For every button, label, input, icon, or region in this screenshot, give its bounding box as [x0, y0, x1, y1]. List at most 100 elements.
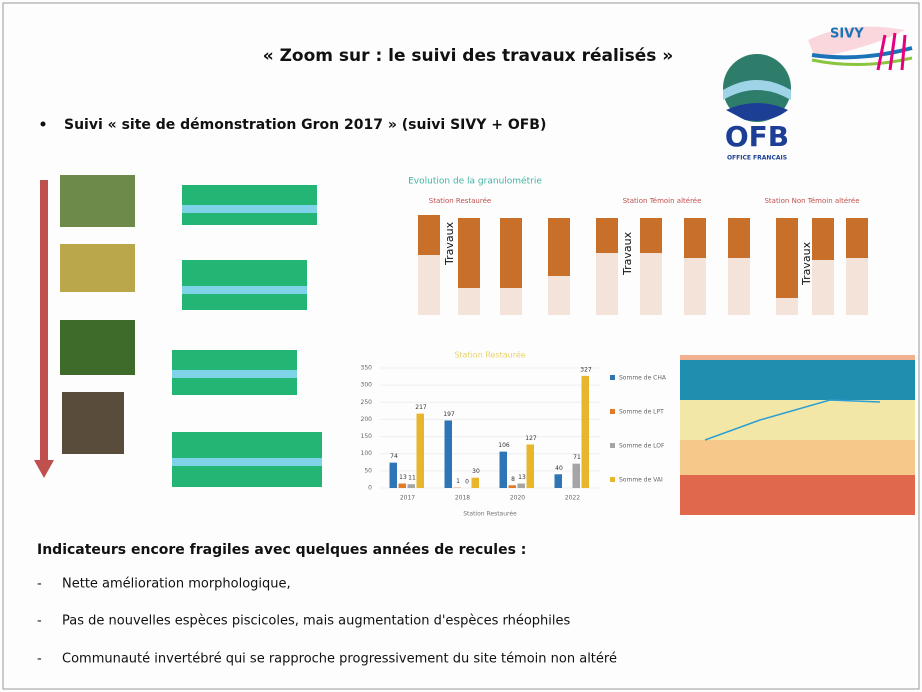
- bar: [572, 463, 580, 488]
- heatmap-group: [172, 185, 322, 487]
- bar: [499, 451, 507, 488]
- granulo-bar: [548, 218, 570, 276]
- title: « Zoom sur : le suivi des travaux réalis…: [263, 46, 674, 66]
- y-tick-label: 300: [361, 382, 373, 389]
- granulometry-title: Evolution de la granulométrie: [408, 176, 542, 187]
- granulo-bar: [812, 218, 834, 260]
- y-tick-label: 150: [361, 433, 373, 440]
- granulo-bar: [728, 218, 750, 258]
- data-label: 106: [498, 442, 510, 449]
- chart-title: Station Restaurée: [454, 350, 525, 360]
- heatmap-band: [182, 205, 317, 213]
- granulo-bar: [684, 258, 706, 315]
- cross-section-layer: [680, 360, 915, 400]
- sivy-swoosh: [811, 56, 913, 67]
- cross-section-line: [704, 399, 881, 441]
- x-tick-label: 2022: [565, 495, 580, 502]
- bar: [444, 420, 452, 488]
- works-marker: Travaux: [800, 241, 813, 286]
- data-label: 197: [443, 411, 455, 418]
- conclusion-heading: Indicateurs encore fragiles avec quelque…: [37, 542, 526, 558]
- legend-swatch: [610, 375, 615, 380]
- sivy-swoosh: [811, 46, 913, 60]
- granulo-bar: [596, 253, 618, 315]
- conclusion-item: Pas de nouvelles espèces piscicoles, mai…: [62, 614, 570, 629]
- x-axis-label: Station Restaurée: [463, 511, 517, 518]
- photo: [62, 392, 124, 454]
- conclusion-item: Nette amélioration morphologique,: [62, 577, 291, 592]
- bar: [471, 477, 479, 488]
- granulo-bar: [640, 218, 662, 253]
- granulo-bar: [776, 298, 798, 315]
- granulo-bar: [728, 258, 750, 315]
- legend-label: Somme de CHA: [619, 375, 667, 382]
- bar: [526, 444, 534, 488]
- granulo-bar: [500, 288, 522, 315]
- data-label: 40: [555, 465, 563, 472]
- y-tick-label: 200: [361, 416, 373, 423]
- works-marker: Travaux: [621, 231, 634, 276]
- data-label: 127: [525, 435, 537, 442]
- dash: -: [37, 577, 42, 592]
- bar: [407, 484, 415, 488]
- data-label: 74: [390, 453, 398, 460]
- ofb-wave: [726, 103, 788, 121]
- data-label: 30: [472, 468, 480, 475]
- data-label: 1: [456, 478, 460, 485]
- station-label: Station Non Témoin altérée: [764, 197, 859, 205]
- legend-label: Somme de LOF: [619, 443, 665, 450]
- granulo-bar: [812, 260, 834, 315]
- bar: [517, 483, 525, 488]
- heatmap-band: [172, 458, 322, 466]
- bar: [554, 474, 562, 488]
- x-tick-label: 2020: [510, 495, 525, 502]
- works-marker: Travaux: [443, 221, 456, 266]
- station-label: Station Restaurée: [429, 197, 491, 205]
- ofb-wave: [723, 80, 791, 100]
- photo: [60, 244, 135, 292]
- y-tick-label: 250: [361, 399, 373, 406]
- granulo-bar: [458, 218, 480, 288]
- granulo-bar: [846, 258, 868, 315]
- x-tick-label: 2017: [400, 495, 415, 502]
- timeline: [40, 180, 48, 460]
- bar: [416, 413, 424, 488]
- cross-section-layer: [680, 400, 915, 440]
- legend-swatch: [610, 477, 615, 482]
- data-label: 8: [511, 476, 515, 483]
- heatmap-band: [172, 370, 297, 378]
- bar: [581, 375, 589, 488]
- bar: [508, 485, 516, 488]
- legend-swatch: [610, 409, 615, 414]
- data-label: 327: [580, 366, 592, 373]
- cross-section-layer: [680, 475, 915, 515]
- ofb-name: OFB: [725, 120, 789, 153]
- station-label: Station Témoin altérée: [623, 197, 702, 205]
- cross-section-layer: [680, 440, 915, 475]
- granulo-bar: [846, 218, 868, 258]
- dash: -: [37, 614, 42, 629]
- granulo-bar: [458, 288, 480, 315]
- bar-chart: Station Restaurée Station Restaurée 0 50 100…: [361, 350, 667, 518]
- y-tick-label: 50: [364, 467, 372, 474]
- conclusion-item: Communauté invertébré qui se rapproche p…: [62, 652, 617, 667]
- photo: [60, 320, 135, 375]
- sivy-stripes: [876, 32, 907, 71]
- bar: [398, 483, 406, 488]
- data-label: 0: [465, 479, 469, 486]
- data-label: 13: [518, 474, 526, 481]
- granulo-bar: [684, 218, 706, 258]
- data-label: 11: [408, 475, 416, 482]
- legend-swatch: [610, 443, 615, 448]
- ofb-tagline: OFFICE FRANCAIS: [727, 155, 787, 162]
- legend-label: Somme de LPT: [619, 409, 664, 416]
- heatmap: [182, 260, 307, 310]
- granulo-bar: [418, 215, 440, 255]
- photo: [60, 175, 135, 227]
- granulometry-bars: [418, 215, 868, 315]
- granulo-bar: [596, 218, 618, 253]
- sivy-swoosh: [808, 26, 905, 58]
